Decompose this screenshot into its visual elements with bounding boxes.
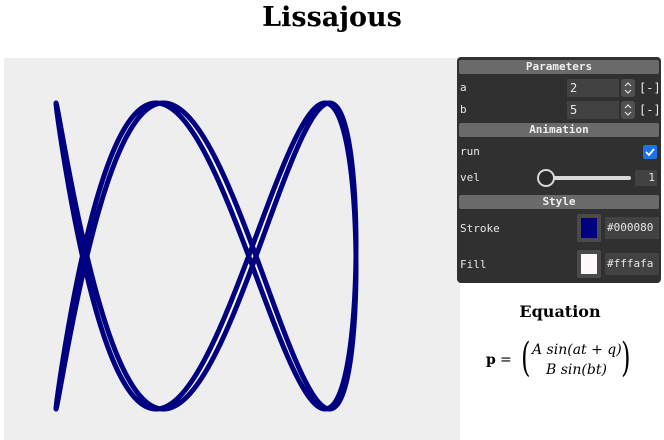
param-b-stepper[interactable] [621,101,635,119]
vel-label: vel [460,171,480,184]
vel-value[interactable]: 1 [635,170,657,186]
style-folder-header[interactable]: Style [459,195,659,209]
lissajous-canvas[interactable] [4,58,460,440]
param-a-row: a 2 [-] [459,79,661,99]
run-checkbox[interactable] [643,145,657,159]
param-a-input[interactable]: 2 [567,79,619,97]
stroke-label: Stroke [460,222,500,235]
run-row: run [459,143,659,163]
equation-lhs: p [486,352,496,368]
fill-hex-value[interactable]: #fffafa [605,253,659,275]
stroke-color-picker[interactable] [577,214,601,242]
equation-title: Equation [519,302,601,321]
equation-equals: = [500,352,512,368]
equation-row-x: A sin(at + q) [532,342,622,358]
animation-folder-header[interactable]: Animation [459,123,659,137]
vel-row: vel 1 [459,167,659,189]
param-b-unit: [-] [639,103,661,117]
param-a-unit: [-] [639,81,661,95]
param-b-row: b 5 [-] [459,101,661,121]
equation-row-y: B sin(bt) [546,362,607,378]
param-a-label: a [460,81,467,94]
run-label: run [460,145,480,158]
stroke-row: Stroke #000080 [459,213,659,245]
checkmark-icon [645,148,655,157]
controls-panel: Parameters a 2 [-] b 5 [-] Animation run [457,57,661,283]
lissajous-plot [53,100,359,412]
fill-color-swatch [581,254,597,274]
lissajous-curve [53,100,359,412]
fill-color-picker[interactable] [577,250,601,278]
fill-row: Fill #fffafa [459,249,659,281]
vel-slider-handle[interactable] [537,169,555,187]
equation-formula: p = ( A sin(at + q) B sin(bt) ) [486,336,646,384]
parameters-folder-header[interactable]: Parameters [459,60,659,74]
right-paren: ) [621,335,631,381]
param-b-label: b [460,103,467,116]
page-title: Lissajous [262,2,402,33]
stepper-arrows-icon [624,104,632,116]
vel-slider-track[interactable] [543,176,631,180]
param-b-input[interactable]: 5 [567,101,619,119]
param-a-stepper[interactable] [621,79,635,97]
fill-label: Fill [460,258,487,271]
stroke-color-swatch [581,218,597,238]
stroke-hex-value[interactable]: #000080 [605,217,659,239]
left-paren: ( [521,335,531,381]
stepper-arrows-icon [624,82,632,94]
